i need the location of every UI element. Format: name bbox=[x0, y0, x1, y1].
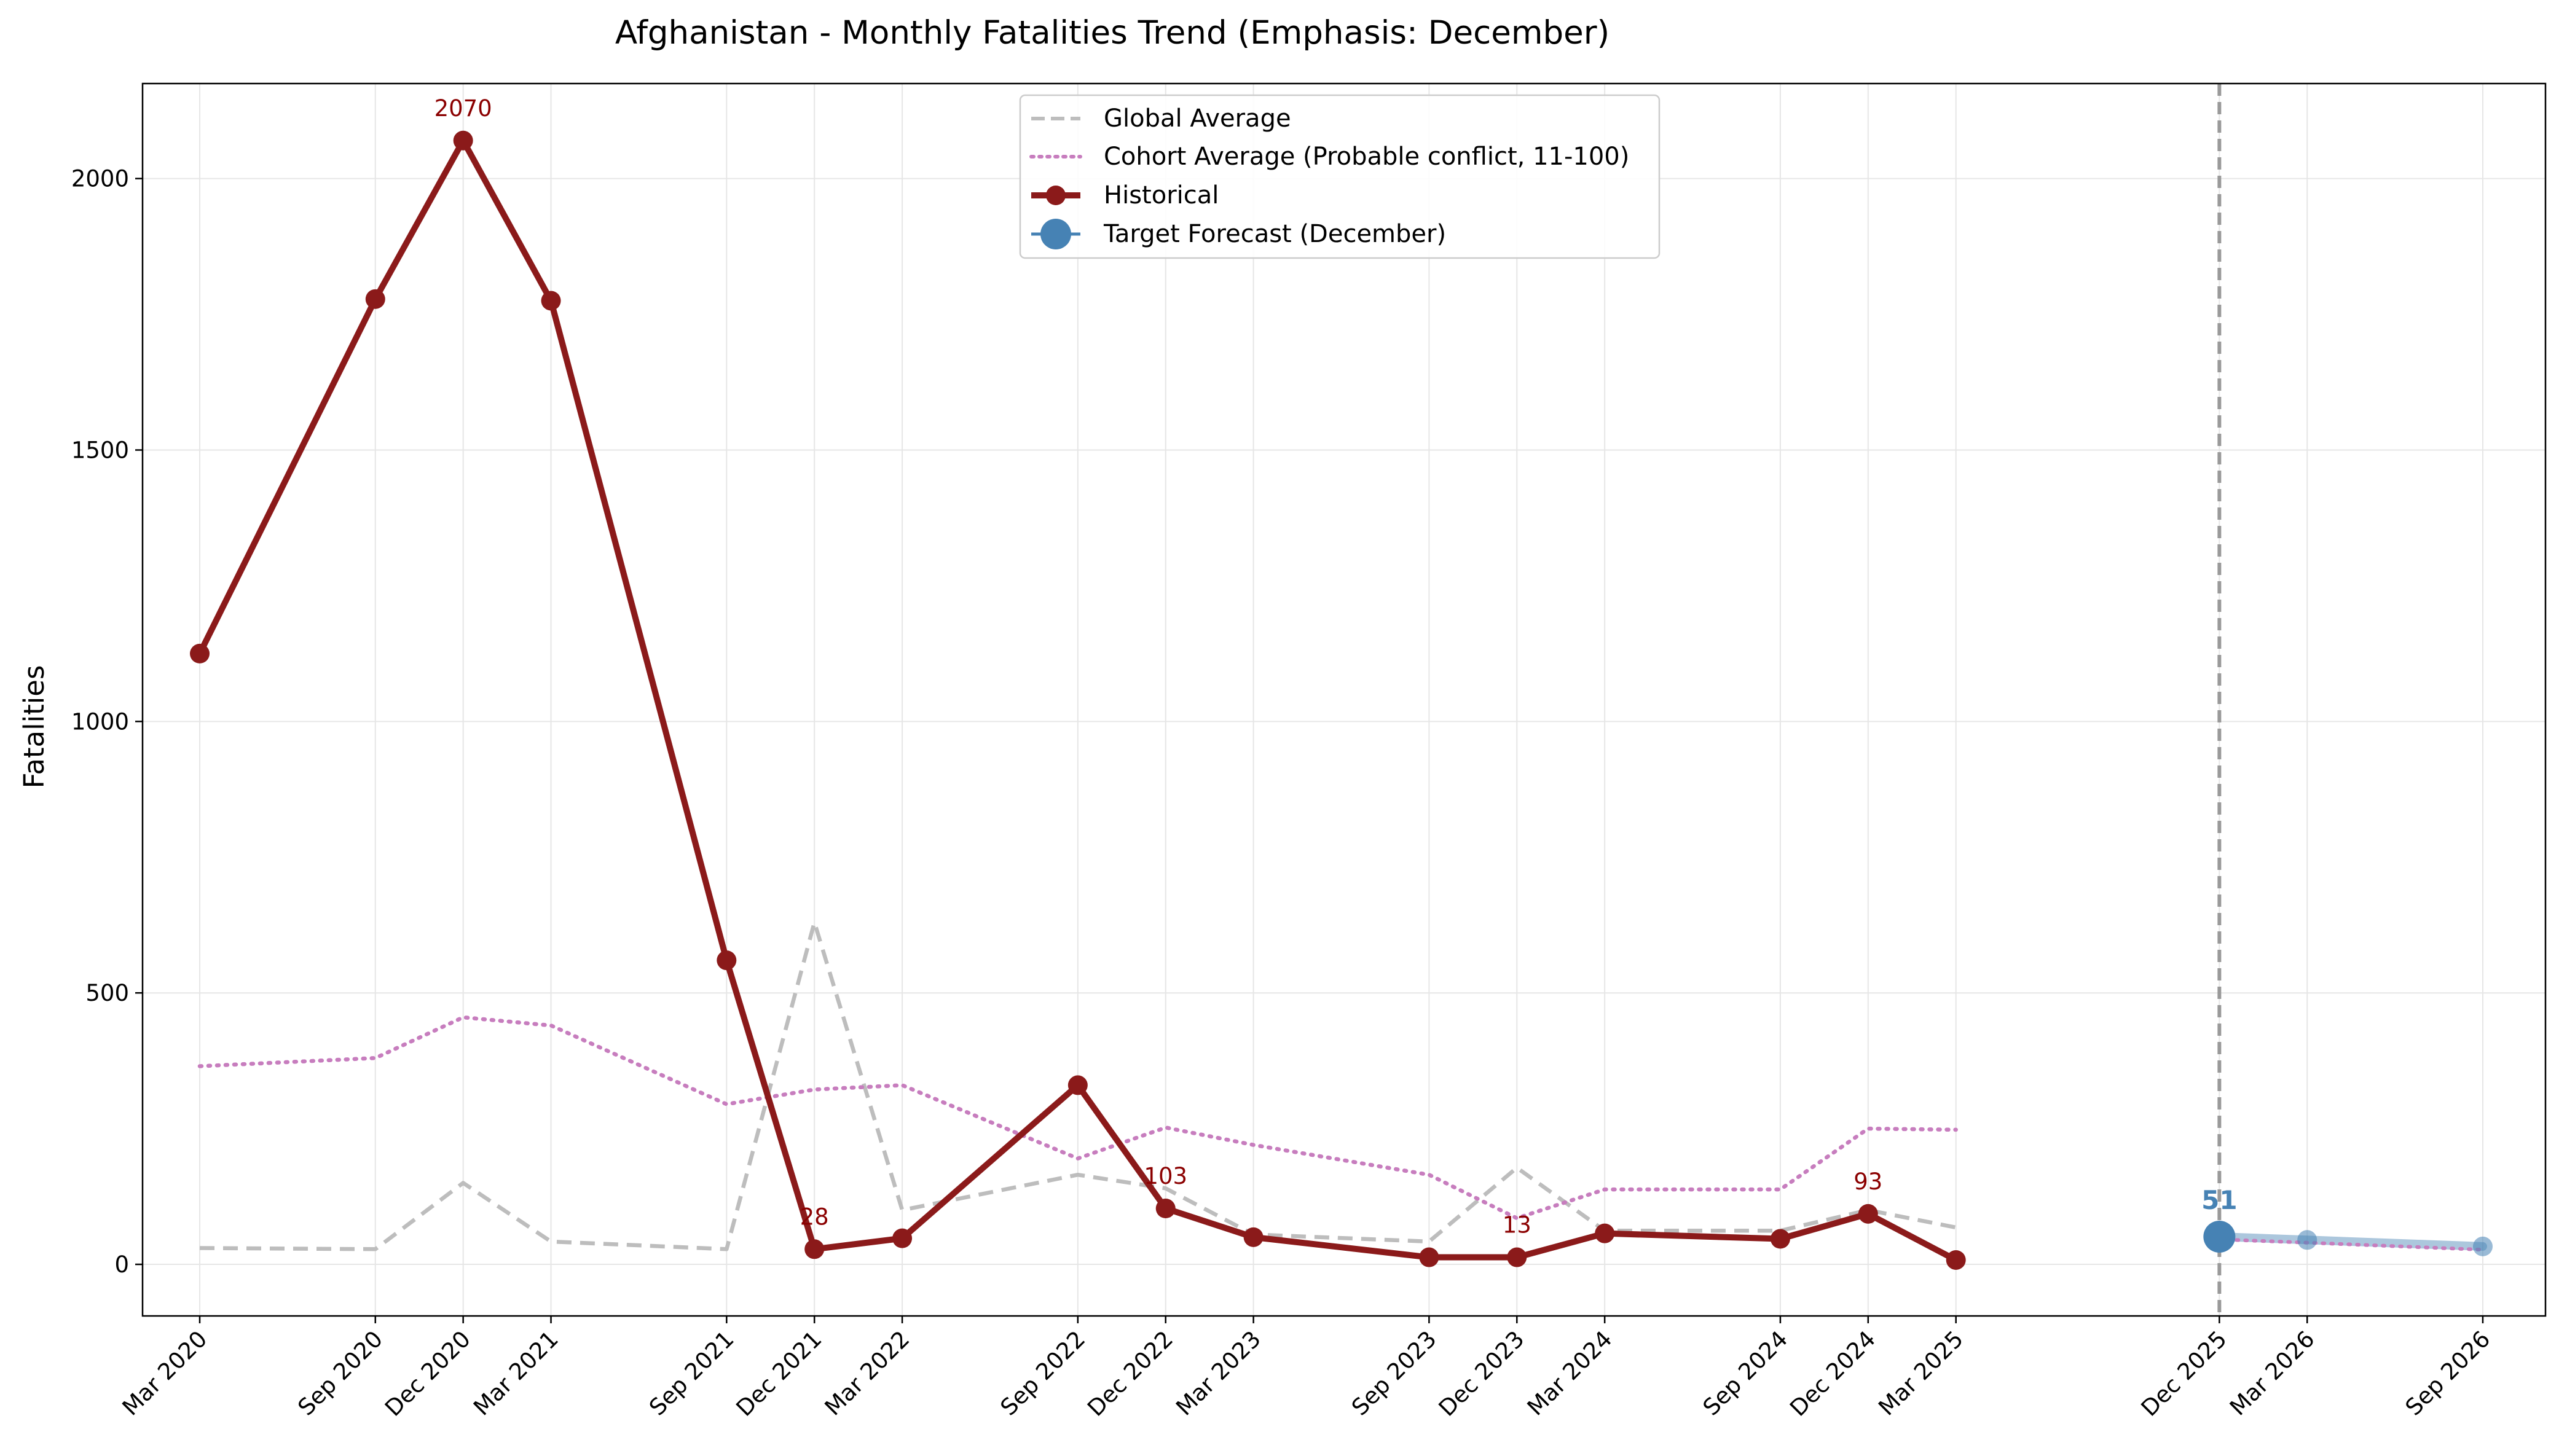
x-tick-label: Mar 2021 bbox=[468, 1326, 564, 1421]
historical-point bbox=[717, 950, 737, 971]
x-tick-label: Sep 2022 bbox=[996, 1326, 1091, 1421]
x-tick-label: Sep 2021 bbox=[644, 1326, 739, 1421]
historical-point bbox=[1243, 1227, 1264, 1247]
x-tick-label: Sep 2020 bbox=[293, 1326, 388, 1421]
y-tick-label: 1000 bbox=[71, 708, 129, 735]
y-axis-label: Fatalities bbox=[18, 665, 50, 789]
historical-point bbox=[892, 1228, 913, 1248]
y-tick-label: 500 bbox=[85, 980, 129, 1006]
chart-title: Afghanistan - Monthly Fatalities Trend (… bbox=[615, 14, 1610, 52]
x-tick-label: Dec 2022 bbox=[1082, 1326, 1178, 1422]
historical-point bbox=[190, 643, 210, 663]
legend-label-global-average: Global Average bbox=[1104, 104, 1291, 133]
x-tick-label: Dec 2020 bbox=[380, 1326, 476, 1422]
annotation-dec-2020: 2070 bbox=[434, 95, 492, 122]
historical-point bbox=[541, 291, 561, 311]
historical-point bbox=[804, 1239, 825, 1259]
target-forecast-point bbox=[2203, 1220, 2236, 1253]
legend-label-target-forecast: Target Forecast (December) bbox=[1103, 220, 1446, 248]
y-tick-label: 2000 bbox=[71, 166, 129, 192]
historical-point bbox=[1595, 1223, 1615, 1243]
legend-label-cohort-average: Cohort Average (Probable conflict, 11-10… bbox=[1104, 143, 1629, 171]
grid-lines bbox=[143, 84, 2545, 1316]
annotation-dec-2023: 13 bbox=[1503, 1212, 1531, 1239]
historical-point bbox=[1858, 1204, 1878, 1224]
x-tick-label: Mar 2020 bbox=[117, 1326, 213, 1421]
forecast-extension-point bbox=[2297, 1230, 2317, 1250]
legend-box bbox=[1019, 94, 1661, 259]
x-tick-label: Dec 2024 bbox=[1785, 1326, 1881, 1422]
annotation-dec-2025: 51 bbox=[2201, 1185, 2237, 1215]
historical-point bbox=[1946, 1250, 1966, 1270]
legend-label-historical: Historical bbox=[1104, 181, 1219, 209]
x-tick-label: Mar 2023 bbox=[1171, 1326, 1266, 1421]
x-tick-label: Mar 2024 bbox=[1522, 1326, 1618, 1421]
legend-marker-target-forecast bbox=[1040, 219, 1071, 249]
historical-point bbox=[1770, 1229, 1790, 1249]
forecast-extension-point bbox=[2473, 1236, 2493, 1256]
plot-frame bbox=[141, 82, 2547, 1317]
annotation-dec-2021: 28 bbox=[800, 1204, 829, 1230]
x-tick-label: Sep 2026 bbox=[2400, 1326, 2496, 1421]
historical-point bbox=[453, 130, 473, 151]
y-tick-label: 1500 bbox=[71, 437, 129, 463]
x-tick-label: Mar 2022 bbox=[820, 1326, 915, 1421]
historical-point bbox=[1507, 1247, 1527, 1267]
annotation-dec-2022: 103 bbox=[1144, 1163, 1187, 1189]
x-tick-label: Mar 2025 bbox=[1873, 1326, 1968, 1421]
series-layer: 2070 28 103 13 93 51 bbox=[190, 84, 2493, 1316]
y-axis: 0 500 1000 1500 2000 bbox=[71, 166, 143, 1278]
x-tick-label: Dec 2021 bbox=[731, 1326, 827, 1422]
x-tick-label: Sep 2024 bbox=[1698, 1326, 1793, 1421]
legend: Global Average Cohort Average (Probable … bbox=[1019, 94, 1661, 259]
series-line-global-average bbox=[199, 920, 1957, 1251]
historical-point bbox=[1419, 1247, 1439, 1267]
y-tick-label: 0 bbox=[114, 1251, 129, 1278]
series-line-historical bbox=[197, 137, 1958, 1263]
x-tick-label: Mar 2026 bbox=[2225, 1326, 2320, 1421]
historical-point bbox=[365, 289, 385, 309]
historical-point bbox=[1155, 1199, 1176, 1219]
legend-marker-historical bbox=[1046, 186, 1066, 205]
x-tick-label: Dec 2023 bbox=[1434, 1326, 1530, 1422]
historical-point bbox=[1067, 1075, 1088, 1095]
x-tick-label: Dec 2025 bbox=[2136, 1326, 2232, 1422]
annotation-dec-2024: 93 bbox=[1853, 1168, 1882, 1195]
x-tick-label: Sep 2023 bbox=[1346, 1326, 1442, 1421]
